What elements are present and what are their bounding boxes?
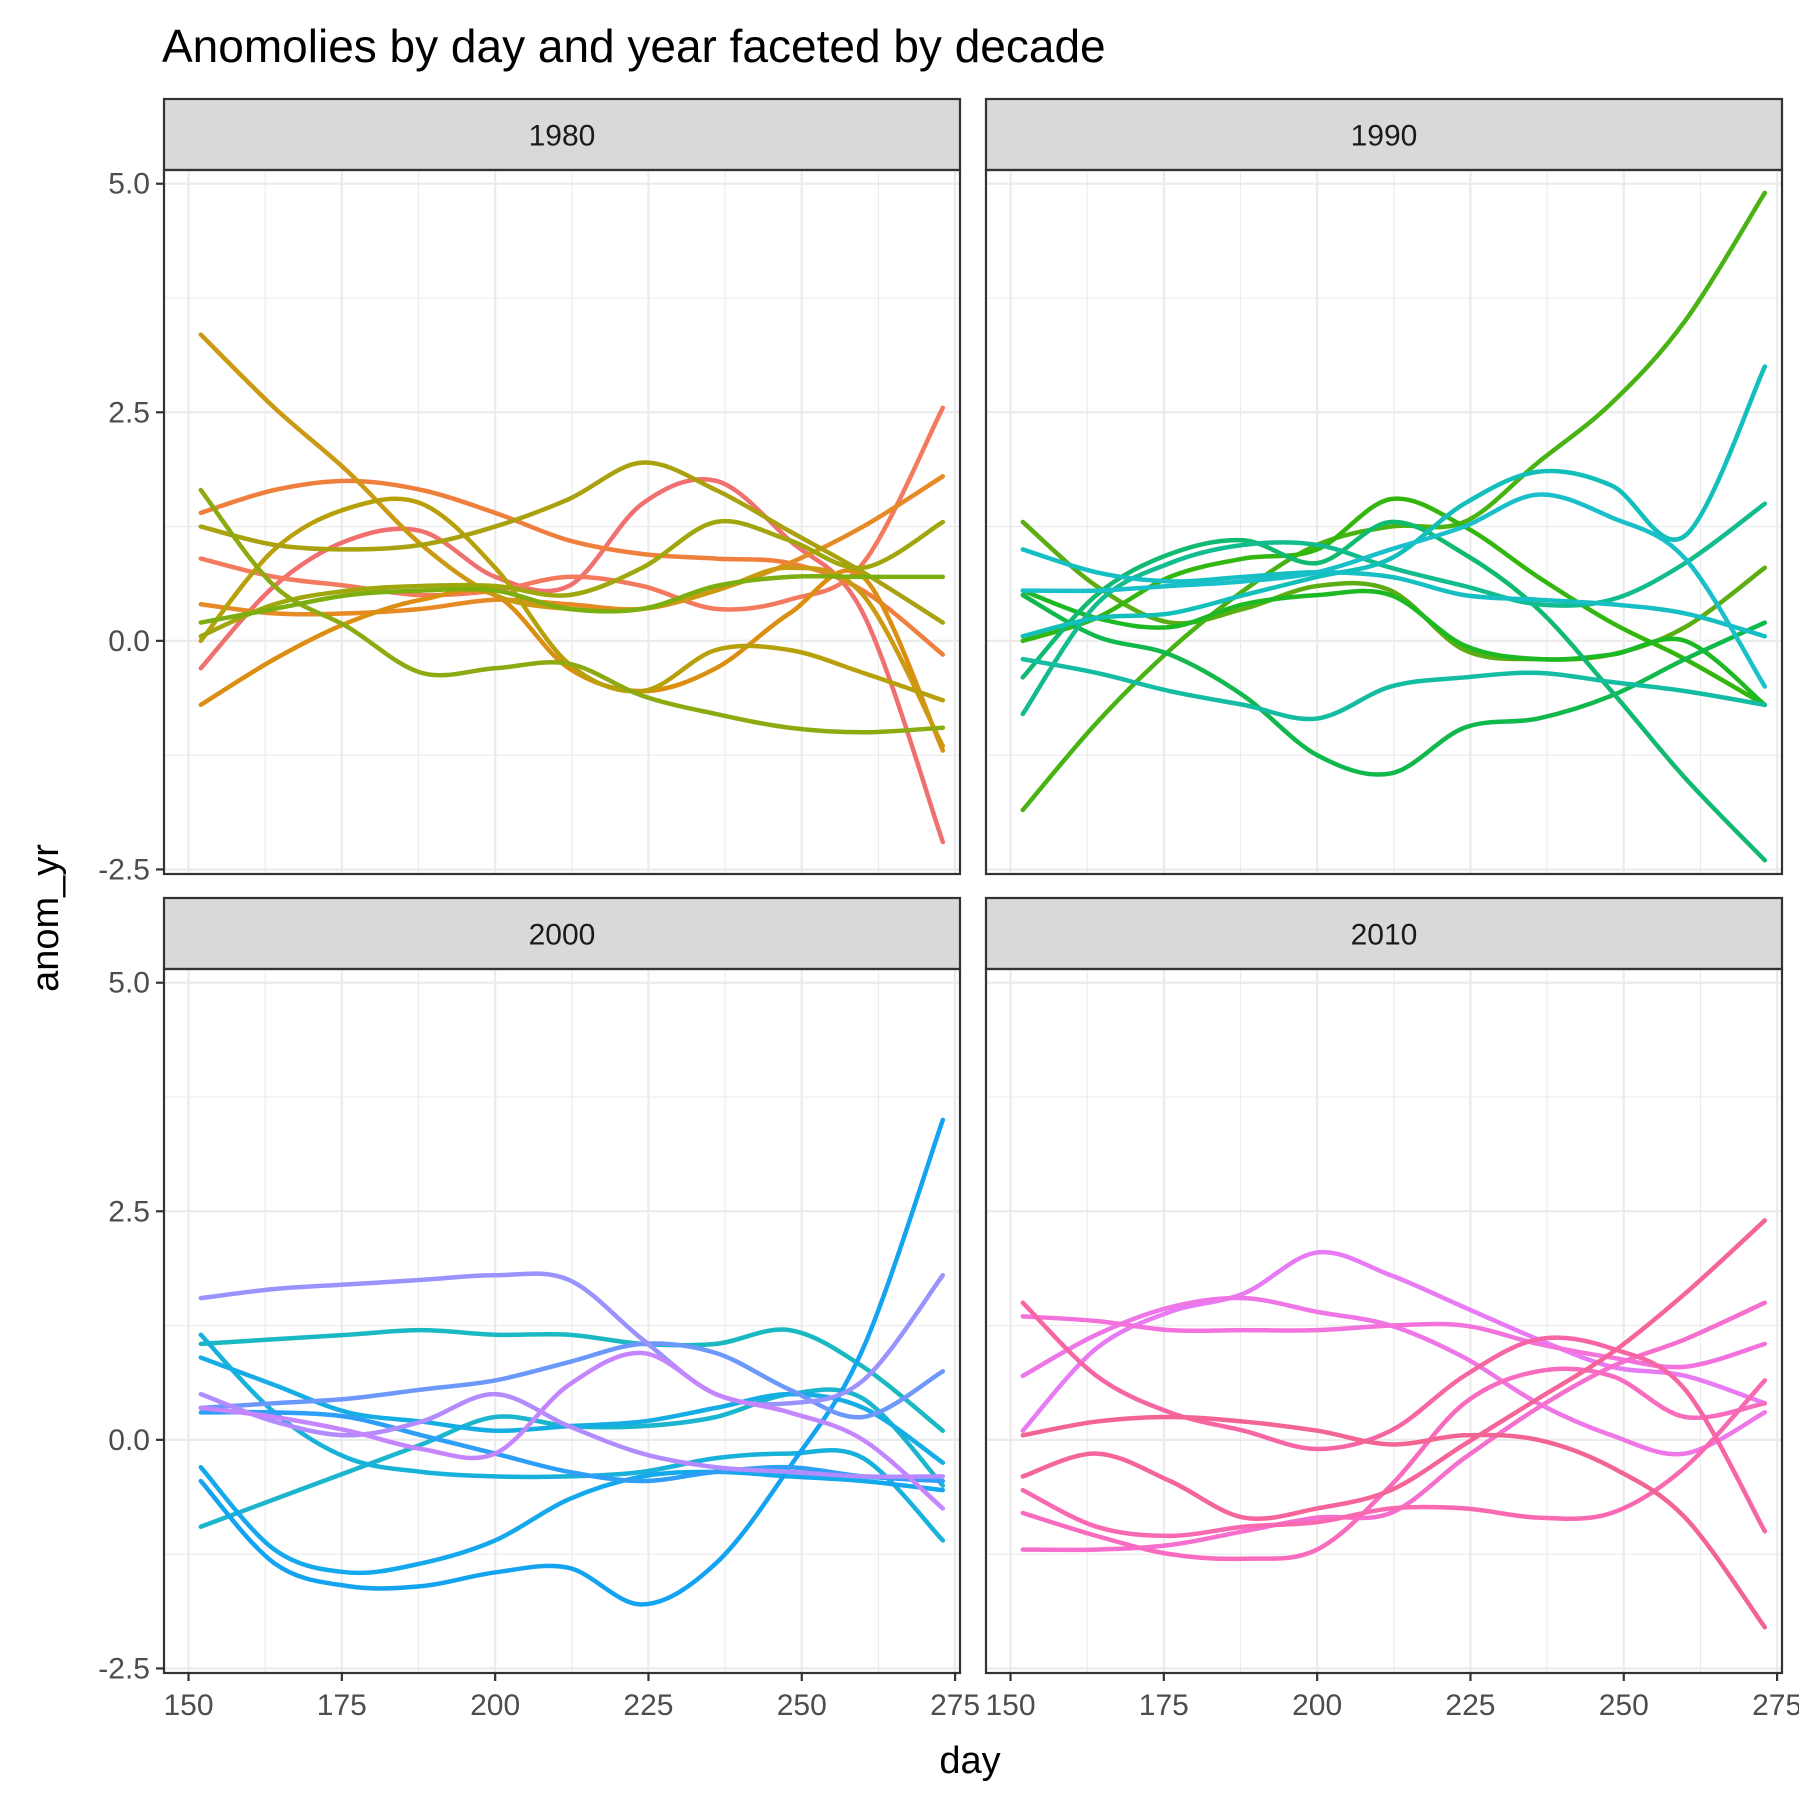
facet-strip <box>162 896 962 971</box>
x-tick-label: 225 <box>623 1689 673 1722</box>
series-line-1990-7 <box>1020 501 1768 717</box>
x-tick-label: 150 <box>985 1689 1035 1722</box>
series-line-2000-8 <box>198 1341 946 1420</box>
series-line-2010-6 <box>1020 1378 1768 1539</box>
series-line-1990-9 <box>1020 364 1768 639</box>
series-line-2010-5 <box>1020 1366 1768 1562</box>
series-line-2000-3 <box>198 1332 946 1543</box>
y-tick-label: 0.0 <box>108 1424 150 1457</box>
x-axis-title: day <box>939 1740 1000 1782</box>
facet-panel-2010: 2010 150 175 200 225 250 275 <box>984 896 1799 1722</box>
y-axis-title: anom_yr <box>25 844 67 992</box>
x-tick-label: 225 <box>1445 1689 1495 1722</box>
y-tick-label: 0.0 <box>108 625 150 658</box>
panel-border <box>984 168 1784 876</box>
facet-strip-label: 1980 <box>529 120 596 153</box>
series-group <box>198 332 946 845</box>
facet-strip-label: 2000 <box>529 919 596 952</box>
series-line-1990-2 <box>1020 190 1768 813</box>
series-line-2010-3 <box>1020 1314 1768 1370</box>
y-tick-label: -2.5 <box>98 1652 150 1685</box>
y-tick-label: 2.5 <box>108 396 150 429</box>
series-line-2000-7 <box>198 1409 946 1484</box>
series-line-2010-8 <box>1020 1218 1768 1522</box>
x-tick-label: 175 <box>317 1689 367 1722</box>
x-tick-label: 275 <box>930 1689 980 1722</box>
facet-strip <box>984 896 1784 971</box>
chart-title: Anomolies by day and year faceted by dec… <box>162 20 1106 72</box>
series-line-2000-10 <box>198 1391 946 1480</box>
series-line-2000-1 <box>198 1327 946 1433</box>
series-group <box>1020 1218 1768 1630</box>
panel-border <box>984 967 1784 1675</box>
series-line-2000-6 <box>198 1117 946 1607</box>
x-tick-label: 250 <box>1599 1689 1649 1722</box>
series-line-1990-10 <box>1020 547 1768 639</box>
series-group <box>198 1117 946 1607</box>
series-line-1980-9 <box>198 518 946 639</box>
series-group <box>1020 190 1768 863</box>
facet-strip-label: 1990 <box>1351 120 1418 153</box>
series-line-1980-5 <box>198 568 946 753</box>
series-line-1980-3 <box>198 478 946 657</box>
series-line-2000-11 <box>198 1350 946 1511</box>
facet-strip <box>162 97 962 172</box>
x-tick-label: 275 <box>1752 1689 1799 1722</box>
x-tick-label: 150 <box>163 1689 213 1722</box>
series-line-1990-8 <box>1020 656 1768 722</box>
facet-panel-1990: 1990 <box>984 97 1784 876</box>
x-tick-label: 200 <box>1292 1689 1342 1722</box>
facets-container: 1980 -2.5 0.0 2.5 5.0 1990 2000 -2.5 0.0 2.5 5.0 15… <box>98 97 1799 1722</box>
series-line-1980-7 <box>198 496 946 703</box>
series-line-2010-7 <box>1020 1300 1768 1534</box>
y-tick-label: 2.5 <box>108 1195 150 1228</box>
series-line-2010-9 <box>1020 1414 1768 1630</box>
series-line-1990-11 <box>1020 492 1768 689</box>
y-tick-label: -2.5 <box>98 853 150 886</box>
series-line-1980-10 <box>198 487 946 735</box>
series-line-1990-4 <box>1020 588 1768 708</box>
facet-strip-label: 2010 <box>1351 919 1418 952</box>
facet-panel-1980: 1980 -2.5 0.0 2.5 5.0 <box>98 97 962 886</box>
facet-strip <box>984 97 1784 172</box>
y-tick-label: 5.0 <box>108 168 150 201</box>
y-tick-label: 5.0 <box>108 967 150 1000</box>
x-tick-label: 200 <box>470 1689 520 1722</box>
series-line-1990-6 <box>1020 519 1768 863</box>
panel-border <box>162 168 962 876</box>
panel-border <box>162 967 962 1675</box>
series-line-1980-8 <box>198 460 946 625</box>
x-tick-label: 175 <box>1139 1689 1189 1722</box>
series-line-2000-9 <box>198 1271 946 1407</box>
series-line-1980-11 <box>198 573 946 625</box>
x-tick-label: 250 <box>777 1689 827 1722</box>
facet-panel-2000: 2000 -2.5 0.0 2.5 5.0 150 175 200 225 250 275 <box>98 896 980 1722</box>
series-line-2000-5 <box>198 1465 946 1576</box>
